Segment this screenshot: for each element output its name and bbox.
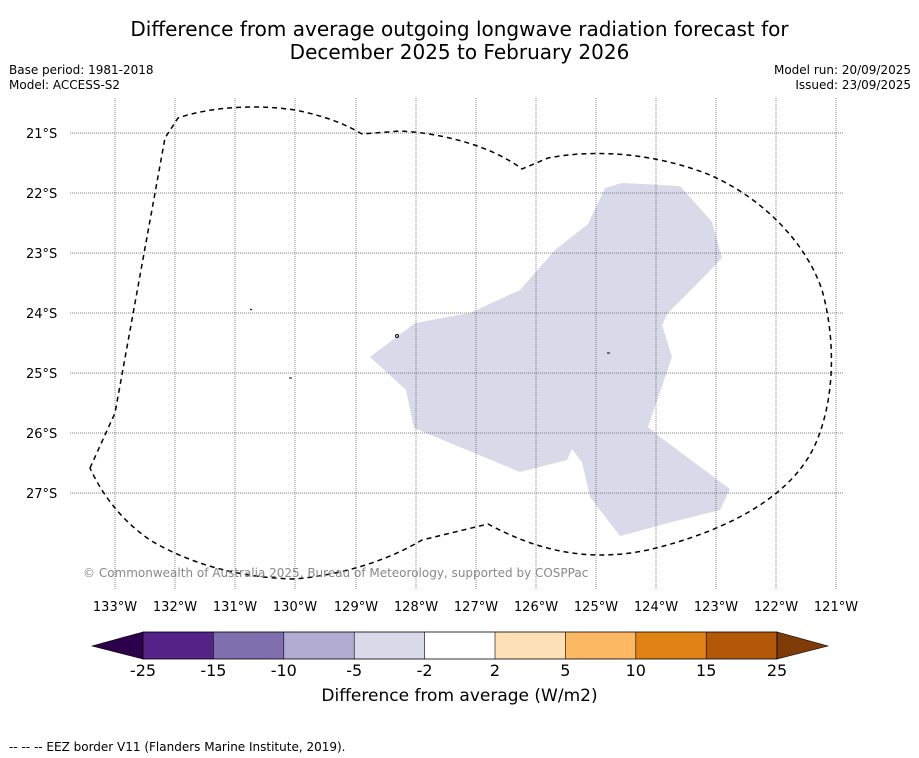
lat-label: 21°S [26,127,57,142]
lat-label: 23°S [26,247,57,262]
colorbar-segment [635,632,707,659]
colorbar-tick: -2 [417,661,433,680]
base-period: Base period: 1981-2018 [9,63,154,77]
colorbar-tick: -10 [271,661,297,680]
lon-label: 132°W [153,600,197,615]
meta-right: Model run: 20/09/2025 Issued: 23/09/2025 [774,63,911,93]
lon-label: 128°W [394,600,438,615]
colorbar-segment [283,632,355,659]
colorbar-segment [213,632,284,659]
colorbar-label: Difference from average (W/m2) [321,686,598,706]
colorbar-segment [354,632,425,659]
lon-label: 125°W [574,600,618,615]
map-title-line2: December 2025 to February 2026 [289,40,630,64]
lon-label: 126°W [514,600,558,615]
issued-date: Issued: 23/09/2025 [795,78,911,92]
lat-label: 24°S [26,307,57,322]
eez-border [89,106,833,580]
lat-label: 26°S [26,427,57,442]
lon-label: 131°W [213,600,257,615]
model-run: Model run: 20/09/2025 [773,63,911,77]
meta-left: Base period: 1981-2018 Model: ACCESS-S2 [9,63,154,93]
colorbar-segment [143,632,214,659]
lat-label: 27°S [26,487,57,502]
latitude-gridlines [70,132,843,494]
lon-label: 122°W [754,600,798,615]
colorbar-tick: 5 [560,661,570,680]
lon-label: 123°W [694,600,738,615]
colorbar-segment [706,632,777,659]
map-title-line1: Difference from average outgoing longwav… [130,17,789,41]
map-title: Difference from average outgoing longwav… [0,18,919,64]
colorbar-tick: 2 [490,661,500,680]
colorbar-tick: 25 [767,661,787,680]
colorbar-tick: 10 [626,661,646,680]
colorbar-tick: -15 [200,661,226,680]
colorbar-segment [565,632,636,659]
model-name: Model: ACCESS-S2 [9,78,121,92]
colorbar-over-arrow [776,631,830,660]
colorbar-tick: -25 [130,661,156,680]
lon-label: 130°W [273,600,317,615]
colorbar-segment [424,632,495,659]
anomaly-region [370,183,730,536]
island-marks [249,308,610,379]
lon-label: 121°W [814,600,858,615]
colorbar-tick: -5 [346,661,362,680]
copyright-text: © Commonwealth of Australia 2025, Bureau… [83,566,588,580]
lon-label: 127°W [454,600,498,615]
lon-label: 133°W [93,600,137,615]
colorbar-tick: 15 [696,661,716,680]
colorbar-under-arrow [90,631,144,660]
eez-legend: -- -- -- EEZ border V11 (Flanders Marine… [9,740,346,754]
lat-label: 22°S [26,187,57,202]
colorbar [90,631,830,660]
longitude-gridlines [114,98,837,590]
colorbar-segment [495,632,566,659]
lon-label: 129°W [334,600,378,615]
lon-label: 124°W [634,600,678,615]
lat-label: 25°S [26,367,57,382]
